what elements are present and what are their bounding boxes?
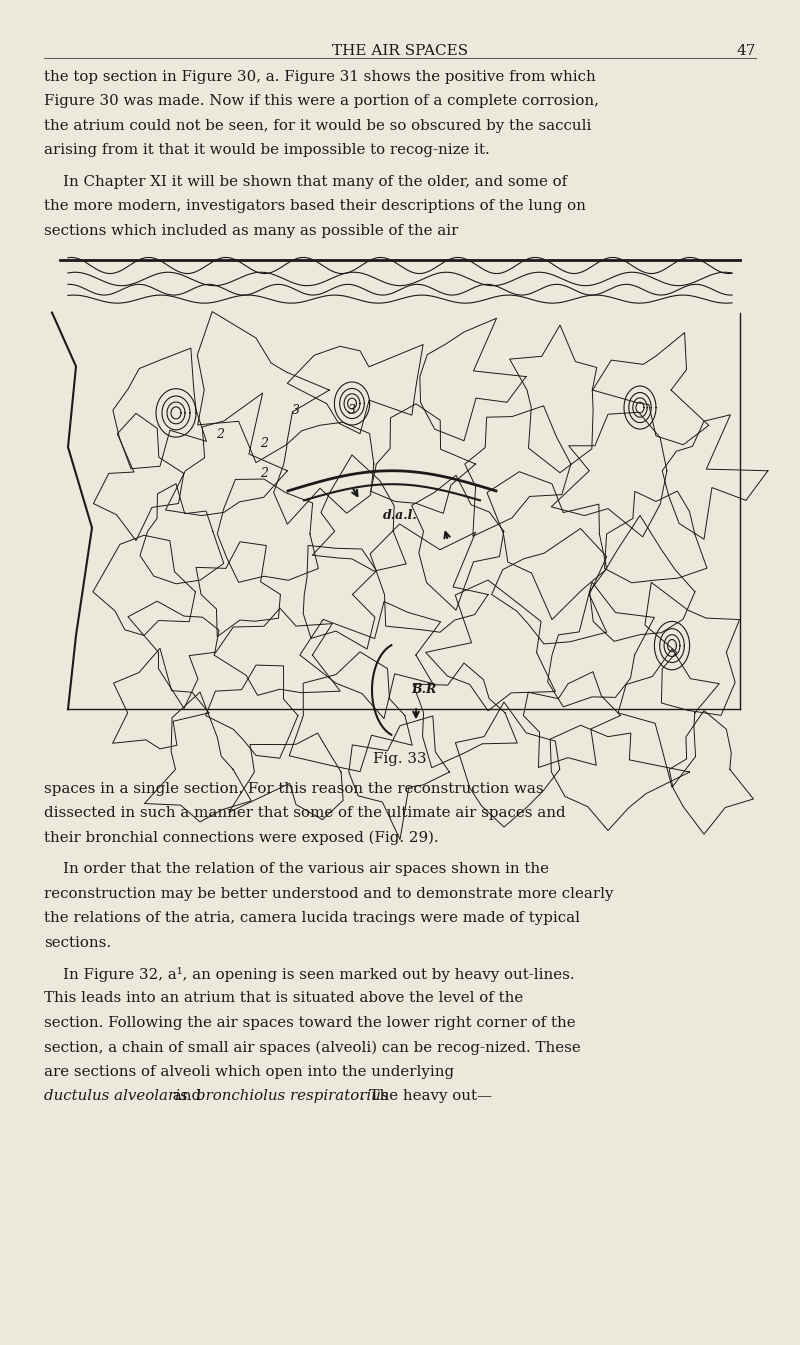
Text: section, a chain of small air spaces (alveoli) can be recog­nized. These: section, a chain of small air spaces (al… bbox=[44, 1040, 581, 1054]
Text: THE AIR SPACES: THE AIR SPACES bbox=[332, 44, 468, 58]
Text: reconstruction may be better understood and to demonstrate more clearly: reconstruction may be better understood … bbox=[44, 886, 614, 901]
Text: spaces in a single section. For this reason the reconstruction was: spaces in a single section. For this rea… bbox=[44, 781, 544, 796]
Text: In Chapter XI it will be shown that many of the older, and some of: In Chapter XI it will be shown that many… bbox=[44, 175, 567, 188]
Text: the atrium could not be seen, for it would be so obscured by the sacculi: the atrium could not be seen, for it wou… bbox=[44, 118, 591, 133]
Text: dissected in such a manner that some of the ultimate air spaces and: dissected in such a manner that some of … bbox=[44, 807, 566, 820]
Text: the relations of the atria, camera lucida tracings were made of typical: the relations of the atria, camera lucid… bbox=[44, 911, 580, 925]
Text: 2: 2 bbox=[260, 437, 268, 451]
Text: the more modern, investigators based their descriptions of the lung on: the more modern, investigators based the… bbox=[44, 199, 586, 213]
Text: ductulus alveolaris: ductulus alveolaris bbox=[44, 1089, 188, 1103]
Text: This leads into an atrium that is situated above the level of the: This leads into an atrium that is situat… bbox=[44, 991, 523, 1005]
Text: sections which included as many as possible of the air: sections which included as many as possi… bbox=[44, 223, 458, 238]
Text: and: and bbox=[168, 1089, 206, 1103]
Text: arising from it that it would be impossible to recog­nize it.: arising from it that it would be impossi… bbox=[44, 144, 490, 157]
Text: In Figure 32, a¹, an opening is seen marked out by heavy out­lines.: In Figure 32, a¹, an opening is seen mar… bbox=[44, 967, 574, 982]
Text: bronchiolus respiratorius: bronchiolus respiratorius bbox=[196, 1089, 389, 1103]
Text: B.R: B.R bbox=[411, 683, 437, 697]
Text: section. Following the air spaces toward the lower right corner of the: section. Following the air spaces toward… bbox=[44, 1015, 576, 1030]
Text: sections.: sections. bbox=[44, 936, 111, 950]
Text: In order that the relation of the various air spaces shown in the: In order that the relation of the variou… bbox=[44, 862, 549, 876]
Text: d.a.l.: d.a.l. bbox=[382, 508, 418, 522]
Text: the top section in Figure 30, a. Figure 31 shows the positive from which: the top section in Figure 30, a. Figure … bbox=[44, 70, 596, 83]
Text: Figure 30 was made. Now if this were a portion of a complete corrosion,: Figure 30 was made. Now if this were a p… bbox=[44, 94, 599, 109]
Text: 3: 3 bbox=[348, 404, 356, 417]
Text: their bronchial connections were exposed (Fig. 29).: their bronchial connections were exposed… bbox=[44, 831, 438, 845]
Text: . The heavy out—: . The heavy out— bbox=[360, 1089, 492, 1103]
Text: are sections of alveoli which open into the underlying: are sections of alveoli which open into … bbox=[44, 1065, 454, 1079]
Text: 2: 2 bbox=[260, 467, 268, 480]
Text: 2: 2 bbox=[216, 428, 224, 441]
Text: 47: 47 bbox=[737, 44, 756, 58]
Text: Fig. 33: Fig. 33 bbox=[373, 752, 427, 767]
Text: 3: 3 bbox=[292, 404, 300, 417]
